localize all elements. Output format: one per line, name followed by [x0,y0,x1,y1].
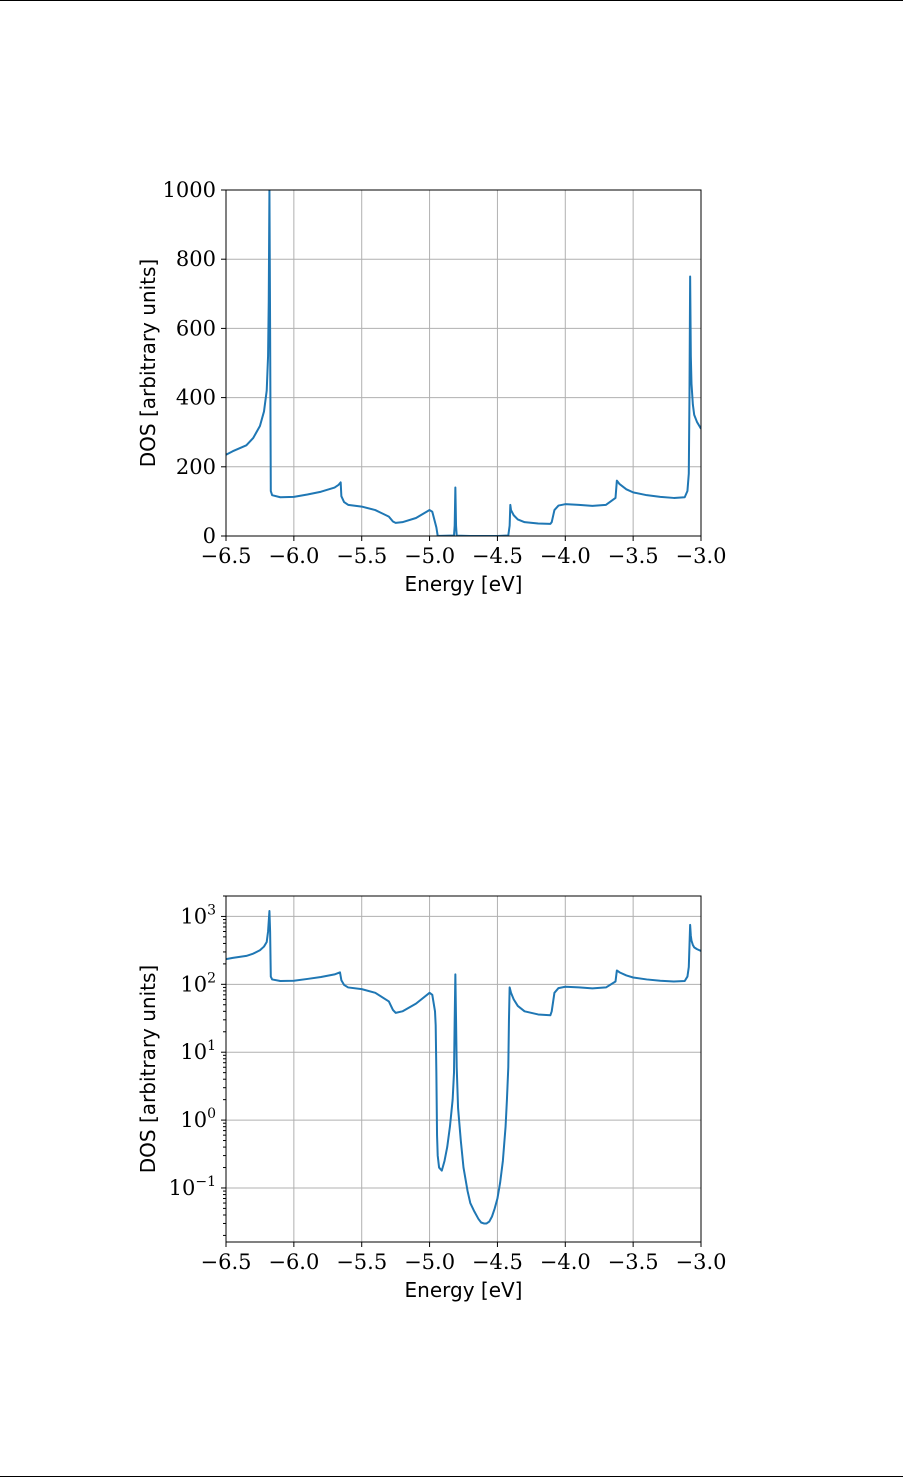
x-tick-label: −6.5 [201,1250,252,1274]
y-tick-label-base: 10 [180,972,207,996]
x-tick-label: −3.5 [608,544,659,568]
x-tick-label: −4.5 [472,1250,523,1274]
x-axis-label: Energy [eV] [405,572,523,596]
y-tick-label: 102 [180,970,216,996]
y-tick-label-base: 10 [180,1108,207,1132]
x-tick-label: −5.0 [404,544,455,568]
x-tick-label: −3.5 [608,1250,659,1274]
y-tick-label: 100 [180,1106,216,1132]
x-tick-label: −3.0 [676,1250,727,1274]
y-tick-label: 0 [203,524,216,548]
x-tick-label: −3.0 [676,544,727,568]
x-tick-label: −5.5 [336,1250,387,1274]
plot-frame [225,189,702,537]
dos-series-line [226,190,701,536]
plot-frame [225,895,702,1243]
x-tick-label: −4.5 [472,544,523,568]
y-axis-label: DOS [arbitrary units] [136,965,160,1173]
y-tick-label-base: 10 [180,904,207,928]
y-tick-label: 1000 [163,178,216,202]
dos-linear-chart: −6.5 −6.0 −5.5 −5.0 −4.5 −4.0 −3.5 −3.0 0 200 400 6… [136,178,727,596]
dos-series-line [226,910,701,1225]
y-tick-label: 10−1 [169,1174,216,1200]
y-tick-label: 103 [180,902,216,928]
y-tick-label: 200 [176,455,216,479]
y-tick-label: 101 [180,1038,216,1064]
x-tick-label: −6.0 [268,1250,319,1274]
y-tick-label: 800 [176,247,216,271]
y-tick-label-exponent: 2 [207,970,216,986]
y-tick-label-base: 10 [180,1040,207,1064]
x-tick-label: −4.0 [540,1250,591,1274]
y-tick-label: 400 [176,386,216,410]
y-tick-label: 600 [176,316,216,340]
dos-log-chart: −6.5 −6.0 −5.5 −5.0 −4.5 −4.0 −3.5 −3.010−11001… [136,895,727,1302]
y-tick-label-exponent: 1 [207,1038,216,1054]
y-axis-label: DOS [arbitrary units] [136,259,160,467]
y-tick-label-exponent: 0 [207,1106,216,1122]
page-bottom-rule [0,1476,903,1477]
x-tick-label: −5.5 [336,544,387,568]
page-top-rule [0,0,903,1]
x-tick-label: −6.0 [268,544,319,568]
x-tick-label: −6.5 [201,544,252,568]
y-tick-label-exponent: 3 [207,902,216,918]
y-tick-label-exponent: −1 [195,1174,216,1190]
y-tick-label-base: 10 [169,1176,196,1200]
x-axis-label: Energy [eV] [405,1278,523,1302]
x-tick-label: −5.0 [404,1250,455,1274]
x-tick-label: −4.0 [540,544,591,568]
